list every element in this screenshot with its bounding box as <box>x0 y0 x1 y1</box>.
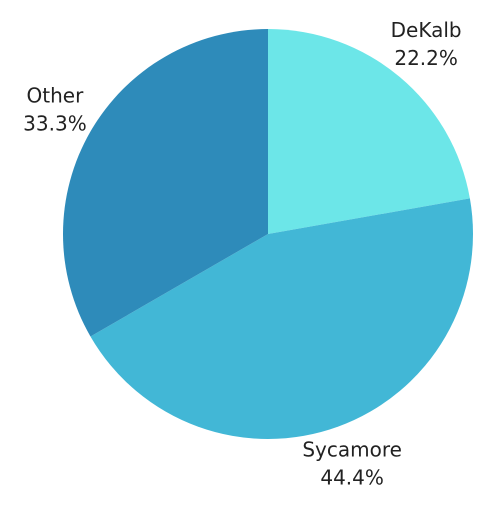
slice-value-label: 22.2% <box>394 46 458 70</box>
pie-slice <box>63 29 268 337</box>
pie-slice <box>268 29 470 234</box>
slice-label: DeKalb <box>391 18 462 42</box>
pie-slice <box>90 198 474 439</box>
slice-value-label: 44.4% <box>320 466 384 490</box>
slice-value-label: 33.3% <box>23 112 87 136</box>
slice-label: Sycamore <box>302 438 402 462</box>
slice-label: Other <box>27 84 85 108</box>
